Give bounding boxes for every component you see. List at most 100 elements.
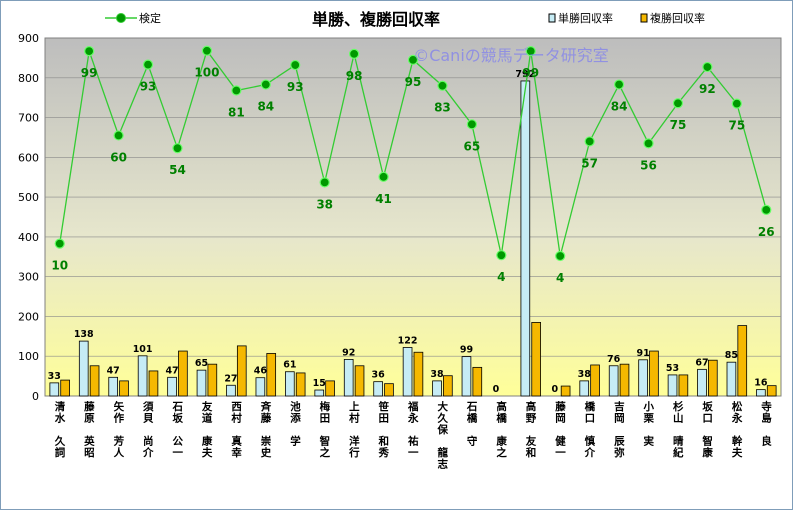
bar-tansho [432, 380, 442, 397]
x-tick-label: 橋口 慎介 [584, 400, 596, 459]
bar-data-label: 38 [578, 369, 592, 380]
bar-tansho [314, 389, 325, 397]
kentei-label: 57 [581, 156, 598, 170]
bar-data-label: 101 [133, 344, 153, 355]
x-tick-label: 寺島 良 [761, 400, 772, 448]
bar-data-label: 138 [74, 329, 94, 340]
kentei-label: 56 [640, 158, 657, 172]
kentei-point [702, 61, 713, 73]
kentei-label: 4 [556, 271, 564, 285]
x-tick-label: 坂口 智康 [701, 400, 713, 459]
chart-title: 単勝、複勝回収率 [312, 10, 440, 29]
bar-tansho [667, 374, 678, 397]
bar-fukusho [384, 383, 394, 397]
kentei-point [407, 54, 419, 65]
bar-fukusho [354, 365, 365, 397]
bar-tansho [226, 384, 236, 397]
y-tick-label: 500 [18, 191, 39, 204]
y-tick-label: 400 [18, 231, 39, 244]
x-tick-label: 高橋 康之 [496, 400, 507, 459]
bar-tansho [285, 371, 295, 397]
bar-fukusho [619, 363, 630, 397]
legend-bar1-label: 単勝回収率 [558, 11, 613, 25]
bar-fukusho [266, 353, 277, 397]
bar-data-label: 53 [666, 363, 679, 374]
bar-tansho [373, 381, 383, 397]
kentei-label: 95 [405, 75, 422, 89]
bar-data-label: 91 [636, 348, 649, 359]
kentei-label: 4 [497, 270, 505, 284]
bar-tansho [461, 356, 472, 397]
kentei-point [201, 45, 213, 56]
x-tick-label: 大久保 龍志 [436, 400, 448, 471]
kentei-label: 75 [670, 118, 687, 132]
bar-fukusho [649, 350, 659, 397]
kentei-label: 54 [169, 163, 186, 177]
kentei-point [761, 204, 772, 215]
y-tick-label: 700 [18, 112, 39, 125]
x-tick-label: 上村 洋行 [348, 400, 360, 459]
y-axis: 0 100 200 300 400 500 600 700 800 900 [18, 32, 39, 403]
bar-data-label: 792 [515, 69, 535, 80]
watermark: ©Caniの競馬データ研究室 [413, 46, 609, 65]
kentei-label: 100 [194, 66, 219, 80]
bar-fukusho [148, 370, 159, 397]
kentei-label: 26 [758, 225, 775, 239]
bar-tansho [726, 361, 737, 397]
kentei-point [113, 130, 124, 141]
x-tick-label: 斉藤 崇史 [261, 400, 272, 459]
bar-fukusho [678, 374, 689, 397]
kentei-label: 93 [287, 80, 304, 94]
bar-fukusho [560, 385, 571, 397]
bar-data-label: 0 [551, 384, 558, 395]
bar-fukusho [472, 366, 483, 397]
bar-fukusho [236, 345, 247, 397]
bar-data-label: 46 [254, 366, 268, 377]
bar-tansho [638, 359, 648, 397]
bar-tansho [255, 377, 266, 397]
bar-data-label: 0 [493, 384, 500, 395]
x-tick-label: 矢作 芳人 [114, 400, 125, 459]
kentei-label: 98 [346, 69, 363, 83]
x-tick-label: 須貝 尚介 [142, 400, 154, 459]
kentei-label: 93 [140, 80, 157, 94]
bar-data-label: 99 [460, 345, 473, 356]
bar-fukusho [119, 380, 129, 397]
kentei-point [466, 119, 477, 130]
kentei-point [172, 143, 183, 154]
kentei-label: 81 [228, 106, 245, 120]
kentei-label: 84 [611, 100, 628, 114]
bar-fukusho [178, 350, 188, 397]
bar-fukusho [708, 359, 718, 397]
kentei-label: 38 [316, 197, 333, 211]
bar-tansho [520, 80, 531, 397]
bar-fukusho [413, 351, 424, 397]
bar-data-label: 85 [725, 350, 738, 361]
bar-data-label: 76 [607, 354, 621, 365]
y-tick-label: 200 [18, 310, 39, 323]
kentei-point [260, 79, 271, 90]
bar-data-label: 47 [165, 365, 178, 376]
x-tick-label: 石橋 守 [466, 401, 478, 448]
bars [49, 80, 777, 397]
kentei-label: 60 [110, 150, 127, 164]
bar-data-label: 27 [224, 373, 237, 384]
x-tick-label: 池添 学 [290, 400, 301, 448]
y-tick-label: 900 [18, 32, 39, 45]
bar-data-label: 16 [754, 378, 768, 389]
x-tick-label: 吉岡 辰弥 [614, 400, 625, 459]
kentei-point [349, 48, 360, 60]
bar-fukusho [295, 372, 306, 397]
bar-data-label: 36 [372, 370, 386, 381]
kentei-point [290, 59, 301, 71]
kentei-point [525, 46, 536, 57]
kentei-point [613, 79, 625, 90]
legend-bar1-swatch [548, 13, 556, 23]
x-tick-label: 友道 康夫 [201, 400, 213, 459]
bar-tansho [167, 376, 177, 397]
bar-tansho [697, 368, 707, 397]
bar-tansho [108, 376, 118, 397]
kentei-point [643, 138, 654, 149]
kentei-line [54, 45, 772, 262]
